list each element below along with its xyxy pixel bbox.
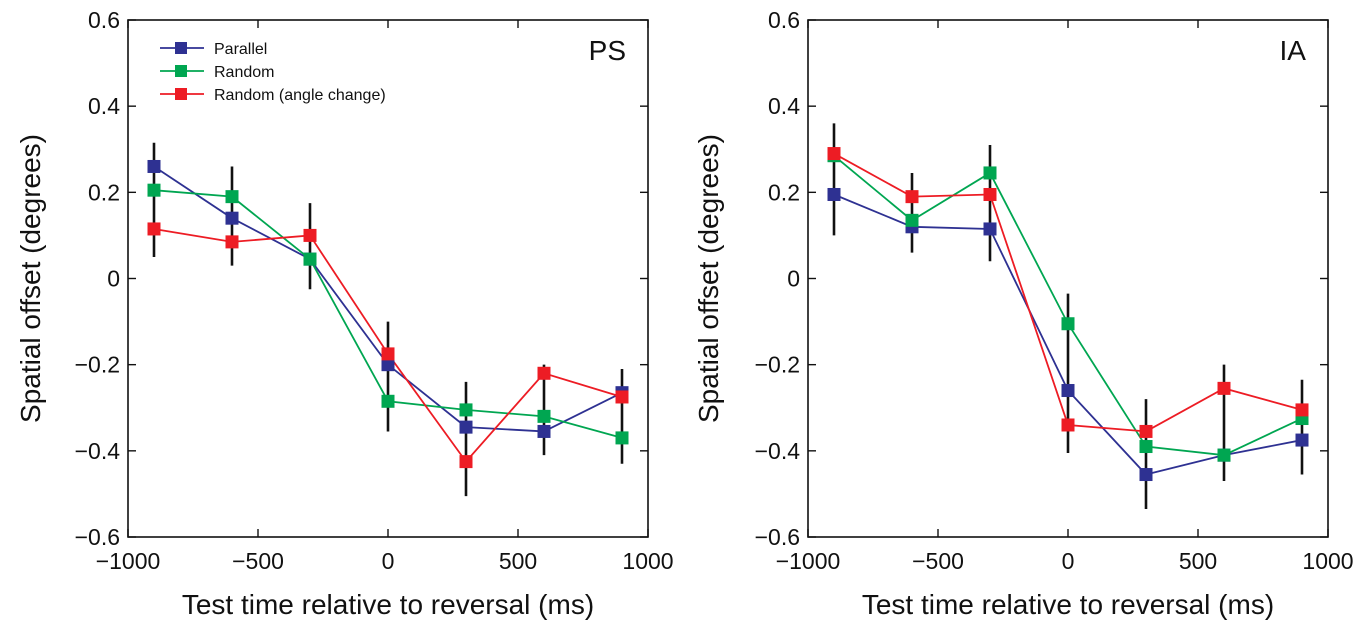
data-point-parallel <box>1139 468 1153 482</box>
data-point-random-angle-change <box>1217 381 1231 395</box>
x-tick-label: 0 <box>382 548 395 574</box>
legend-entry: Parallel <box>214 41 267 58</box>
data-point-random-angle-change <box>381 347 395 361</box>
panel-label: IA <box>1280 35 1307 66</box>
data-point-parallel <box>1061 384 1075 398</box>
legend-marker <box>175 65 187 77</box>
panel-label: PS <box>589 35 626 66</box>
data-point-random <box>225 190 239 204</box>
y-tick-label: −0.6 <box>75 524 120 550</box>
y-tick-label: −0.2 <box>75 352 120 378</box>
data-point-random <box>983 166 997 180</box>
data-point-parallel <box>459 420 473 434</box>
y-tick-label: −0.6 <box>755 524 800 550</box>
data-point-random-angle-change <box>537 366 551 380</box>
plot-frame <box>807 19 1329 538</box>
y-axis-label: Spatial offset (degrees) <box>693 134 724 423</box>
y-axis-label: Spatial offset (degrees) <box>15 134 46 423</box>
x-tick-label: 500 <box>1179 548 1217 574</box>
data-point-random-angle-change <box>1139 424 1153 438</box>
data-point-random-angle-change <box>615 390 629 404</box>
legend-marker <box>175 42 187 54</box>
data-point-random <box>459 403 473 417</box>
y-tick-label: 0.6 <box>88 7 120 33</box>
data-point-random-angle-change <box>303 228 317 242</box>
data-point-random-angle-change <box>827 147 841 161</box>
data-point-random-angle-change <box>983 187 997 201</box>
data-point-random <box>1061 317 1075 331</box>
data-point-parallel <box>827 187 841 201</box>
y-tick-label: 0.4 <box>88 93 120 119</box>
data-point-random-angle-change <box>147 222 161 236</box>
data-point-random-angle-change <box>1295 403 1309 417</box>
y-tick-label: 0 <box>787 266 800 292</box>
data-point-parallel <box>381 358 395 372</box>
x-tick-label: 500 <box>499 548 537 574</box>
data-point-parallel <box>147 159 161 173</box>
data-point-random <box>1217 448 1231 462</box>
legend-marker <box>175 88 187 100</box>
x-axis-label: Test time relative to reversal (ms) <box>182 589 594 620</box>
legend-entry: Random <box>214 64 274 81</box>
legend-entry: Random (angle change) <box>214 87 386 104</box>
data-point-parallel <box>225 211 239 225</box>
data-point-random <box>905 213 919 227</box>
data-point-parallel <box>983 222 997 236</box>
x-tick-label: 1000 <box>622 548 673 574</box>
chart-panel-ia: −0.6 −0.4 −0.2 0 0.2 0.4 0.6 −1000 −500 0 500 1000 T… <box>693 7 1354 620</box>
y-tick-label: −0.4 <box>755 438 801 464</box>
x-axis-label: Test time relative to reversal (ms) <box>862 589 1274 620</box>
x-tick-label: 1000 <box>1302 548 1353 574</box>
data-point-random-angle-change <box>905 190 919 204</box>
y-tick-label: −0.2 <box>755 352 800 378</box>
data-point-parallel <box>1295 433 1309 447</box>
y-tick-label: 0.2 <box>768 179 800 205</box>
y-tick-label: 0.4 <box>768 93 800 119</box>
x-tick-label: −500 <box>232 548 284 574</box>
data-point-random <box>537 409 551 423</box>
x-tick-label: −500 <box>912 548 964 574</box>
data-point-random <box>147 183 161 197</box>
data-point-parallel <box>537 424 551 438</box>
chart-panel-ps: −0.6 −0.4 −0.2 0 0.2 0.4 0.6 −1000 −500 0 500 1000 T… <box>15 7 674 620</box>
x-tick-label: 0 <box>1062 548 1075 574</box>
data-point-random-angle-change <box>459 455 473 469</box>
x-tick-label: −1000 <box>96 548 161 574</box>
y-tick-label: 0 <box>107 266 120 292</box>
y-tick-label: 0.6 <box>768 7 800 33</box>
y-tick-label: 0.2 <box>88 179 120 205</box>
data-point-random <box>303 252 317 266</box>
data-point-random <box>381 394 395 408</box>
x-tick-label: −1000 <box>776 548 841 574</box>
y-tick-label: −0.4 <box>75 438 121 464</box>
plot-frame <box>127 19 649 538</box>
data-point-random <box>1139 440 1153 454</box>
data-point-random-angle-change <box>225 235 239 249</box>
data-point-random-angle-change <box>1061 418 1075 432</box>
data-point-random <box>615 431 629 445</box>
